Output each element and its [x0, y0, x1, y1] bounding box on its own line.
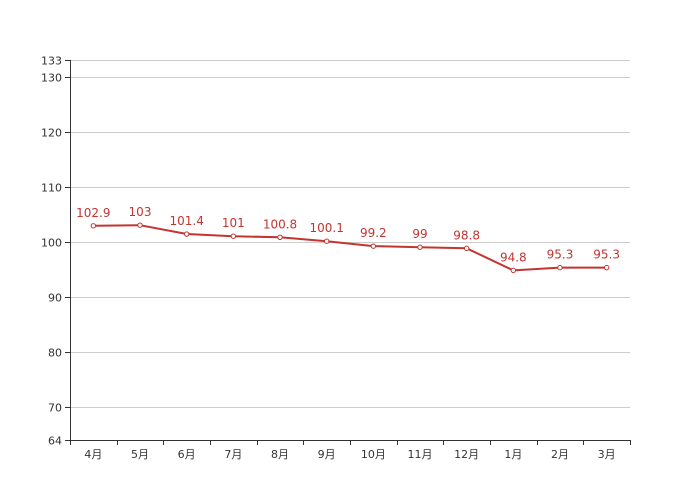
x-tick-label: 6月	[178, 448, 196, 461]
x-tick-label: 3月	[598, 448, 616, 461]
y-tick-label: 100	[41, 237, 62, 250]
data-label: 99.2	[360, 226, 387, 240]
series-line	[93, 224, 607, 272]
x-tick-label: 10月	[361, 448, 386, 461]
y-tick-label: 70	[48, 402, 62, 415]
data-label: 100.8	[263, 217, 297, 231]
data-label: 94.8	[500, 250, 527, 264]
grid-lines	[70, 60, 630, 408]
series-line-group	[90, 222, 610, 274]
data-point	[230, 233, 237, 239]
y-tick-label: 80	[48, 347, 62, 360]
x-tick-label: 2月	[551, 448, 569, 461]
data-label: 99	[412, 227, 427, 241]
data-point	[90, 223, 97, 229]
data-point	[557, 264, 563, 271]
data-point	[603, 264, 610, 271]
data-point	[323, 238, 330, 244]
x-tick-label: 11月	[408, 448, 433, 461]
data-label: 102.9	[76, 206, 110, 220]
data-point	[277, 234, 283, 241]
y-tick-label: 133	[41, 55, 62, 68]
y-tick-label: 90	[48, 292, 62, 305]
data-labels: 102.9 103 101.4 101 100.8 100.1 99.2 99 98.8 94.8…	[76, 205, 620, 264]
x-tick-label: 7月	[224, 448, 242, 461]
data-point	[510, 267, 517, 274]
data-point	[137, 222, 143, 228]
x-axis: 4月 5月 6月 7月 8月 9月 10月 11月 12月 1月 2月 3月	[70, 440, 631, 461]
data-point	[417, 244, 423, 250]
y-tick-label: 130	[41, 72, 62, 85]
data-label: 95.3	[593, 248, 620, 262]
y-tick-label: 120	[41, 127, 62, 140]
data-point	[183, 231, 190, 237]
data-label: 100.1	[309, 221, 343, 235]
x-tick-label: 4月	[84, 448, 102, 461]
y-axis: 64 70 80 90 100 110 120 130 133	[41, 55, 71, 448]
data-label: 98.8	[453, 228, 480, 242]
data-point	[370, 243, 377, 249]
x-tick-label: 8月	[271, 448, 289, 461]
x-tick-label: 5月	[131, 448, 149, 461]
y-tick-label: 110	[41, 182, 62, 195]
data-label: 101	[222, 216, 245, 230]
data-point	[463, 245, 470, 252]
y-tick-label: 64	[48, 435, 62, 448]
data-label: 101.4	[169, 214, 203, 228]
x-tick-label: 1月	[504, 448, 522, 461]
data-label: 103	[129, 205, 152, 219]
x-tick-label: 12月	[454, 448, 479, 461]
x-tick-label: 9月	[318, 448, 336, 461]
data-label: 95.3	[547, 248, 574, 262]
